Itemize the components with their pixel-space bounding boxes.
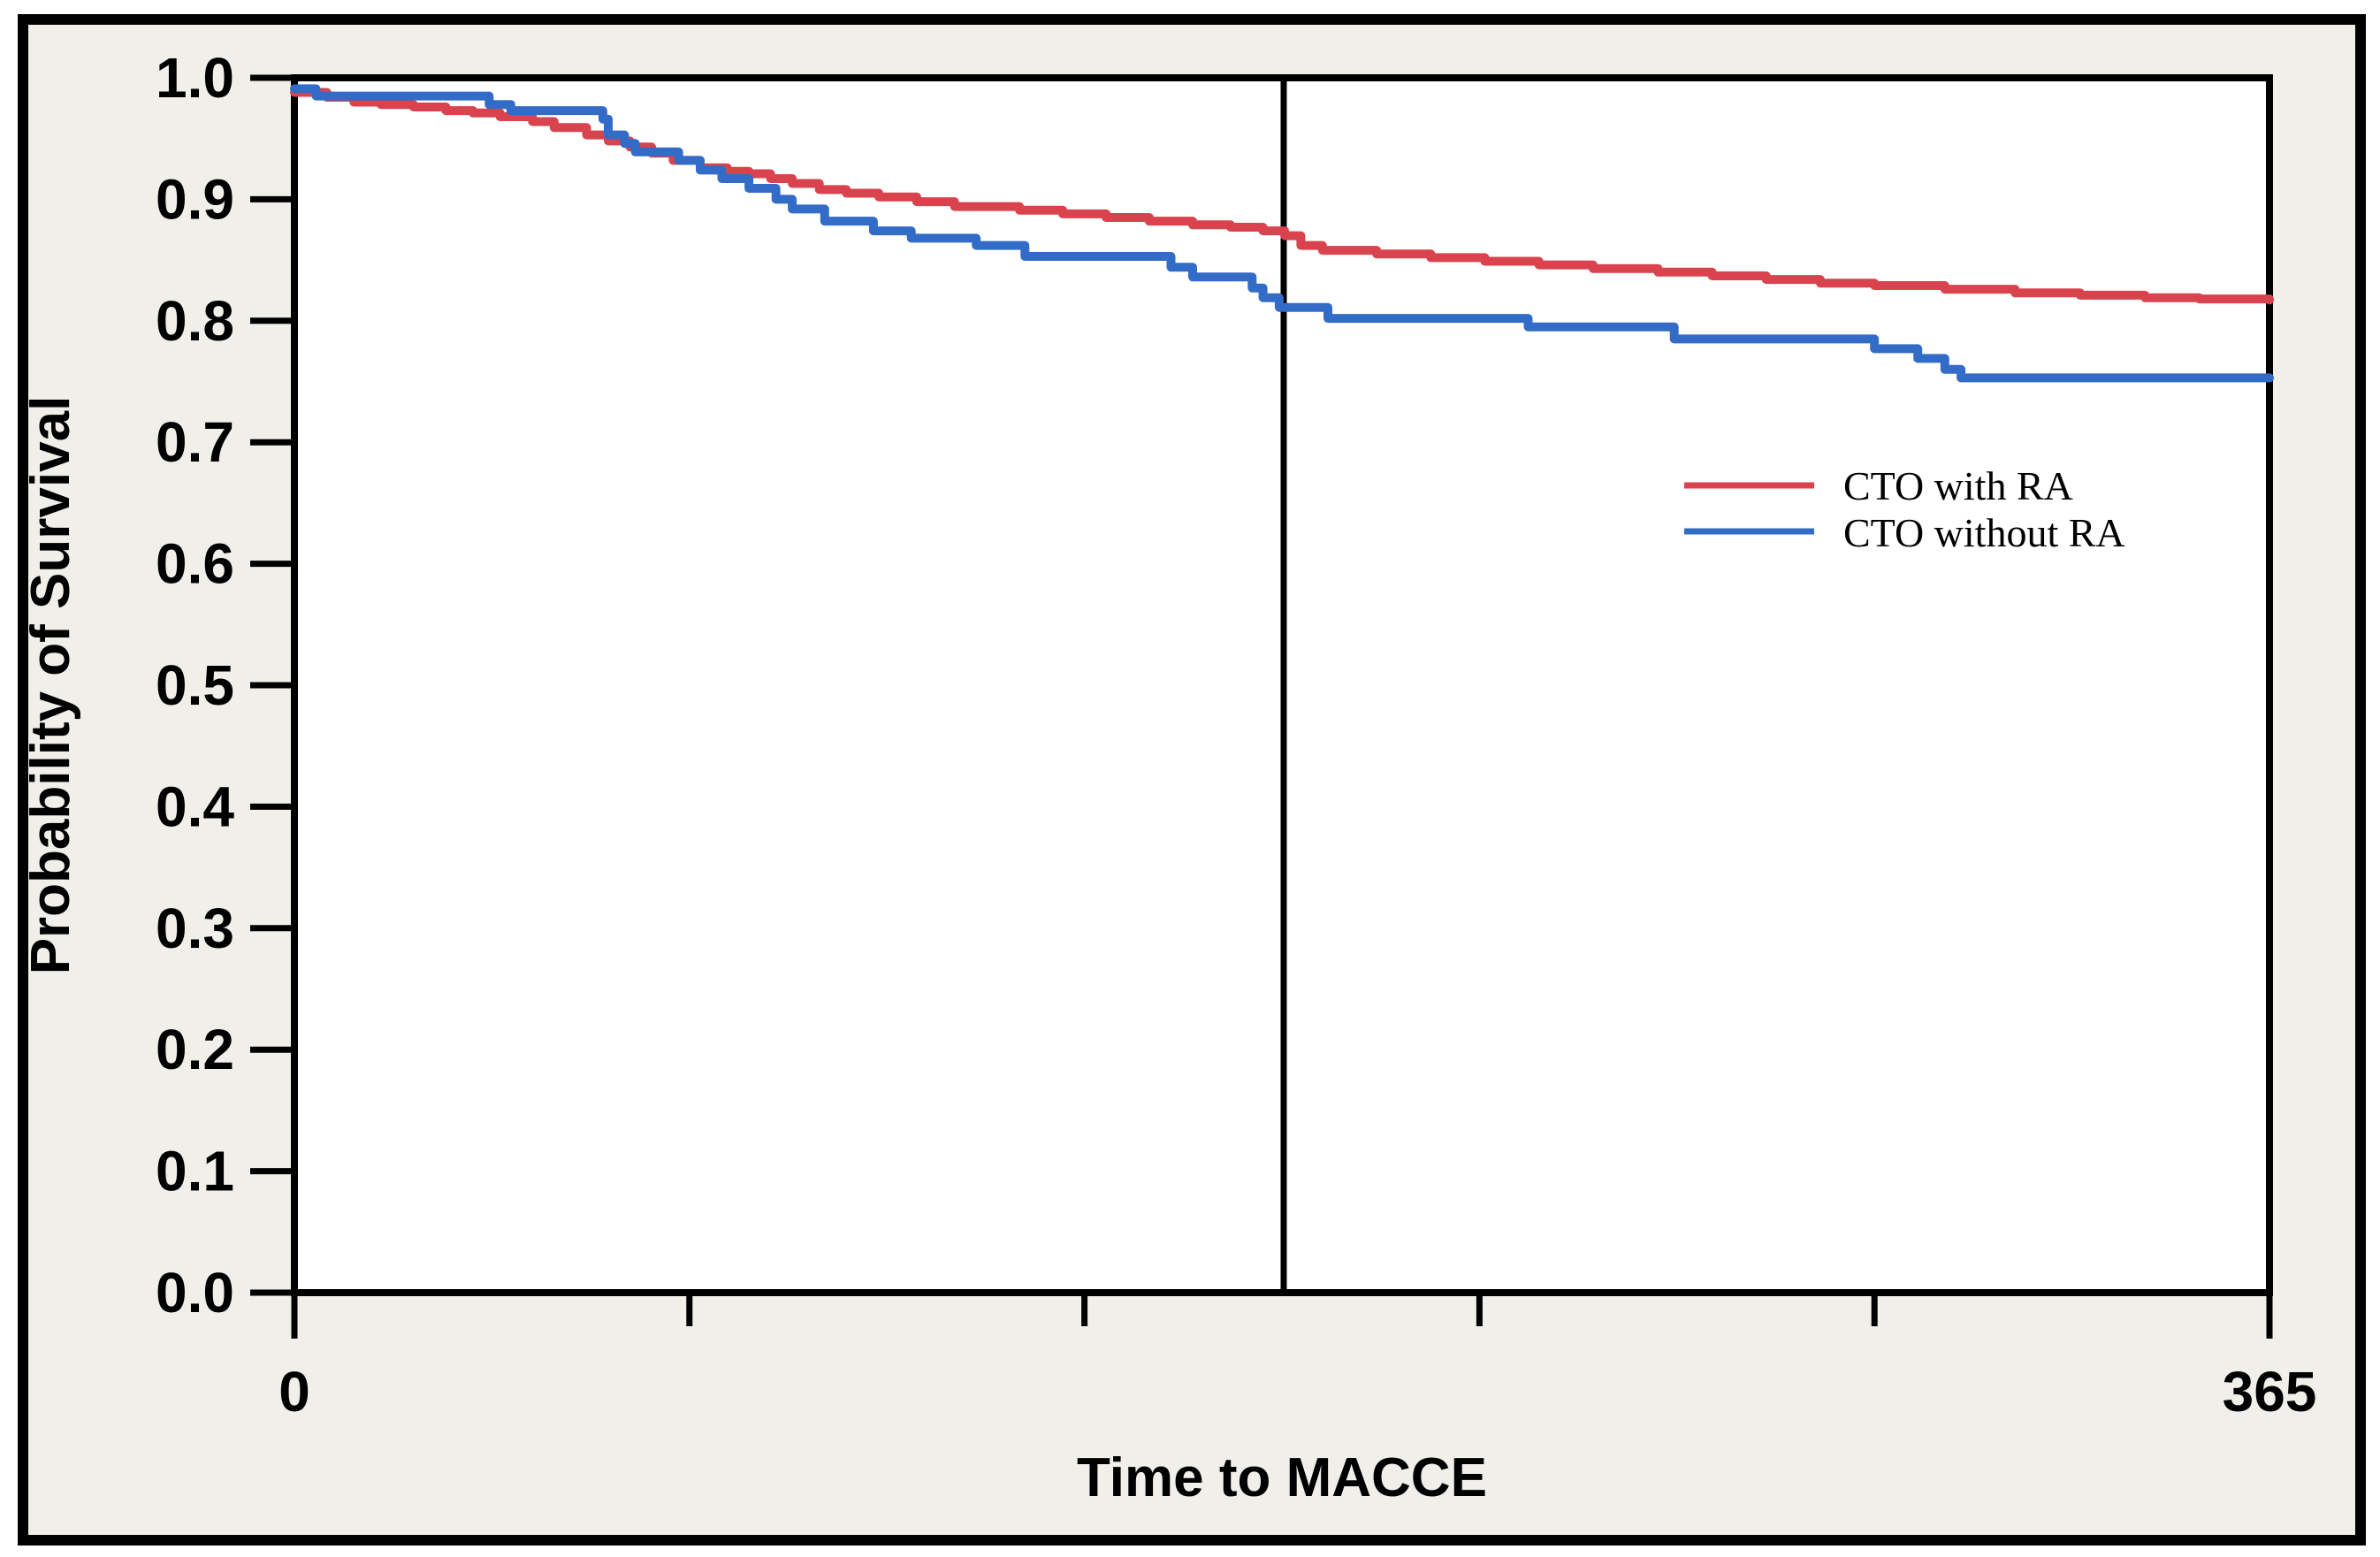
y-tick-label: 0.8: [156, 289, 234, 353]
y-tick-label: 0.4: [156, 775, 234, 838]
y-tick-label: 0.9: [156, 167, 234, 231]
x-axis-ticks: [291, 1293, 2273, 1339]
legend-label-cto-without-ra: CTO without RA: [1843, 510, 2125, 555]
y-tick-label: 0.5: [156, 653, 234, 717]
x-tick-label-0: 0: [278, 1360, 310, 1423]
legend: CTO with RA CTO without RA: [1684, 463, 2125, 555]
x-tick-label-365: 365: [2223, 1360, 2317, 1423]
km-curve-cto-with-ra: [290, 88, 2274, 305]
figure-border: [18, 14, 2366, 1546]
x-axis-title: Time to MACCE: [1077, 1447, 1487, 1508]
y-tick-label: 0.0: [156, 1261, 234, 1324]
y-tick-label: 0.7: [156, 410, 234, 474]
y-axis-tick-labels: 1.0 0.9 0.8 0.7 0.6 0.5 0.4 0.3 0.2 0.1 0.0: [156, 46, 234, 1324]
y-axis-ticks: [250, 74, 294, 1296]
legend-label-cto-with-ra: CTO with RA: [1843, 463, 2073, 508]
y-tick-label: 0.3: [156, 897, 234, 960]
y-tick-label: 0.1: [156, 1140, 234, 1203]
y-tick-label: 0.6: [156, 532, 234, 596]
y-tick-label: 0.2: [156, 1018, 234, 1081]
y-tick-label: 1.0: [156, 46, 234, 110]
km-curve-cto-without-ra: [290, 84, 2274, 383]
survival-curves: [290, 84, 2274, 383]
y-axis-title: Probability of Survival: [20, 396, 81, 975]
